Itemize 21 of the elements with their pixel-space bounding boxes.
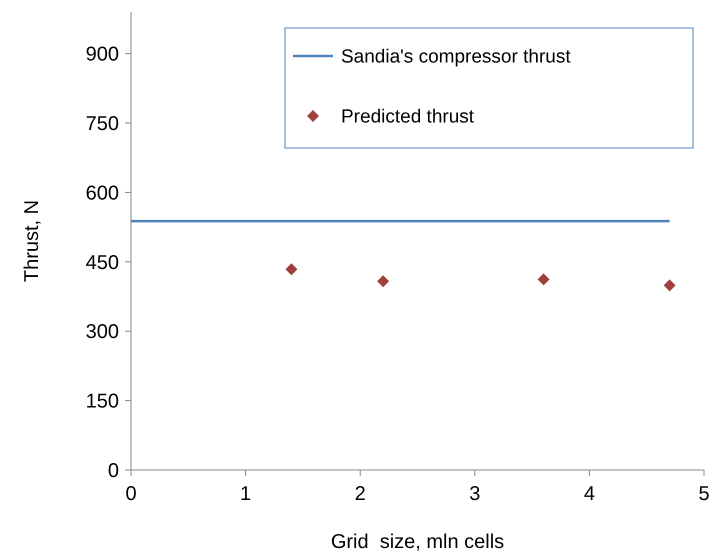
x-tick-label: 5 <box>698 483 710 505</box>
point <box>538 273 550 286</box>
point <box>285 263 298 276</box>
point <box>664 279 676 292</box>
y-tick-label: 300 <box>86 321 119 344</box>
x-tick-label: 3 <box>469 483 480 505</box>
y-tick-label: 450 <box>86 252 119 274</box>
x-tick-label: 2 <box>354 483 366 505</box>
x-tick-label: 1 <box>240 483 252 505</box>
x-tick-label: 4 <box>584 483 595 505</box>
point <box>377 275 390 288</box>
y-tick-label: 900 <box>86 44 119 66</box>
y-tick-label: 150 <box>86 390 119 413</box>
x-axis-title: Grid size, mln cells <box>330 531 504 553</box>
y-tick-label: 750 <box>86 113 119 136</box>
y-tick-label: 600 <box>86 182 119 204</box>
x-tick-label: 0 <box>125 483 137 505</box>
y-tick-label: 0 <box>108 460 119 482</box>
y-axis-title: Thrust, N <box>21 200 43 282</box>
legend-label: Predicted thrust <box>341 106 475 128</box>
legend-label: Sandia's compressor thrust <box>341 46 572 68</box>
